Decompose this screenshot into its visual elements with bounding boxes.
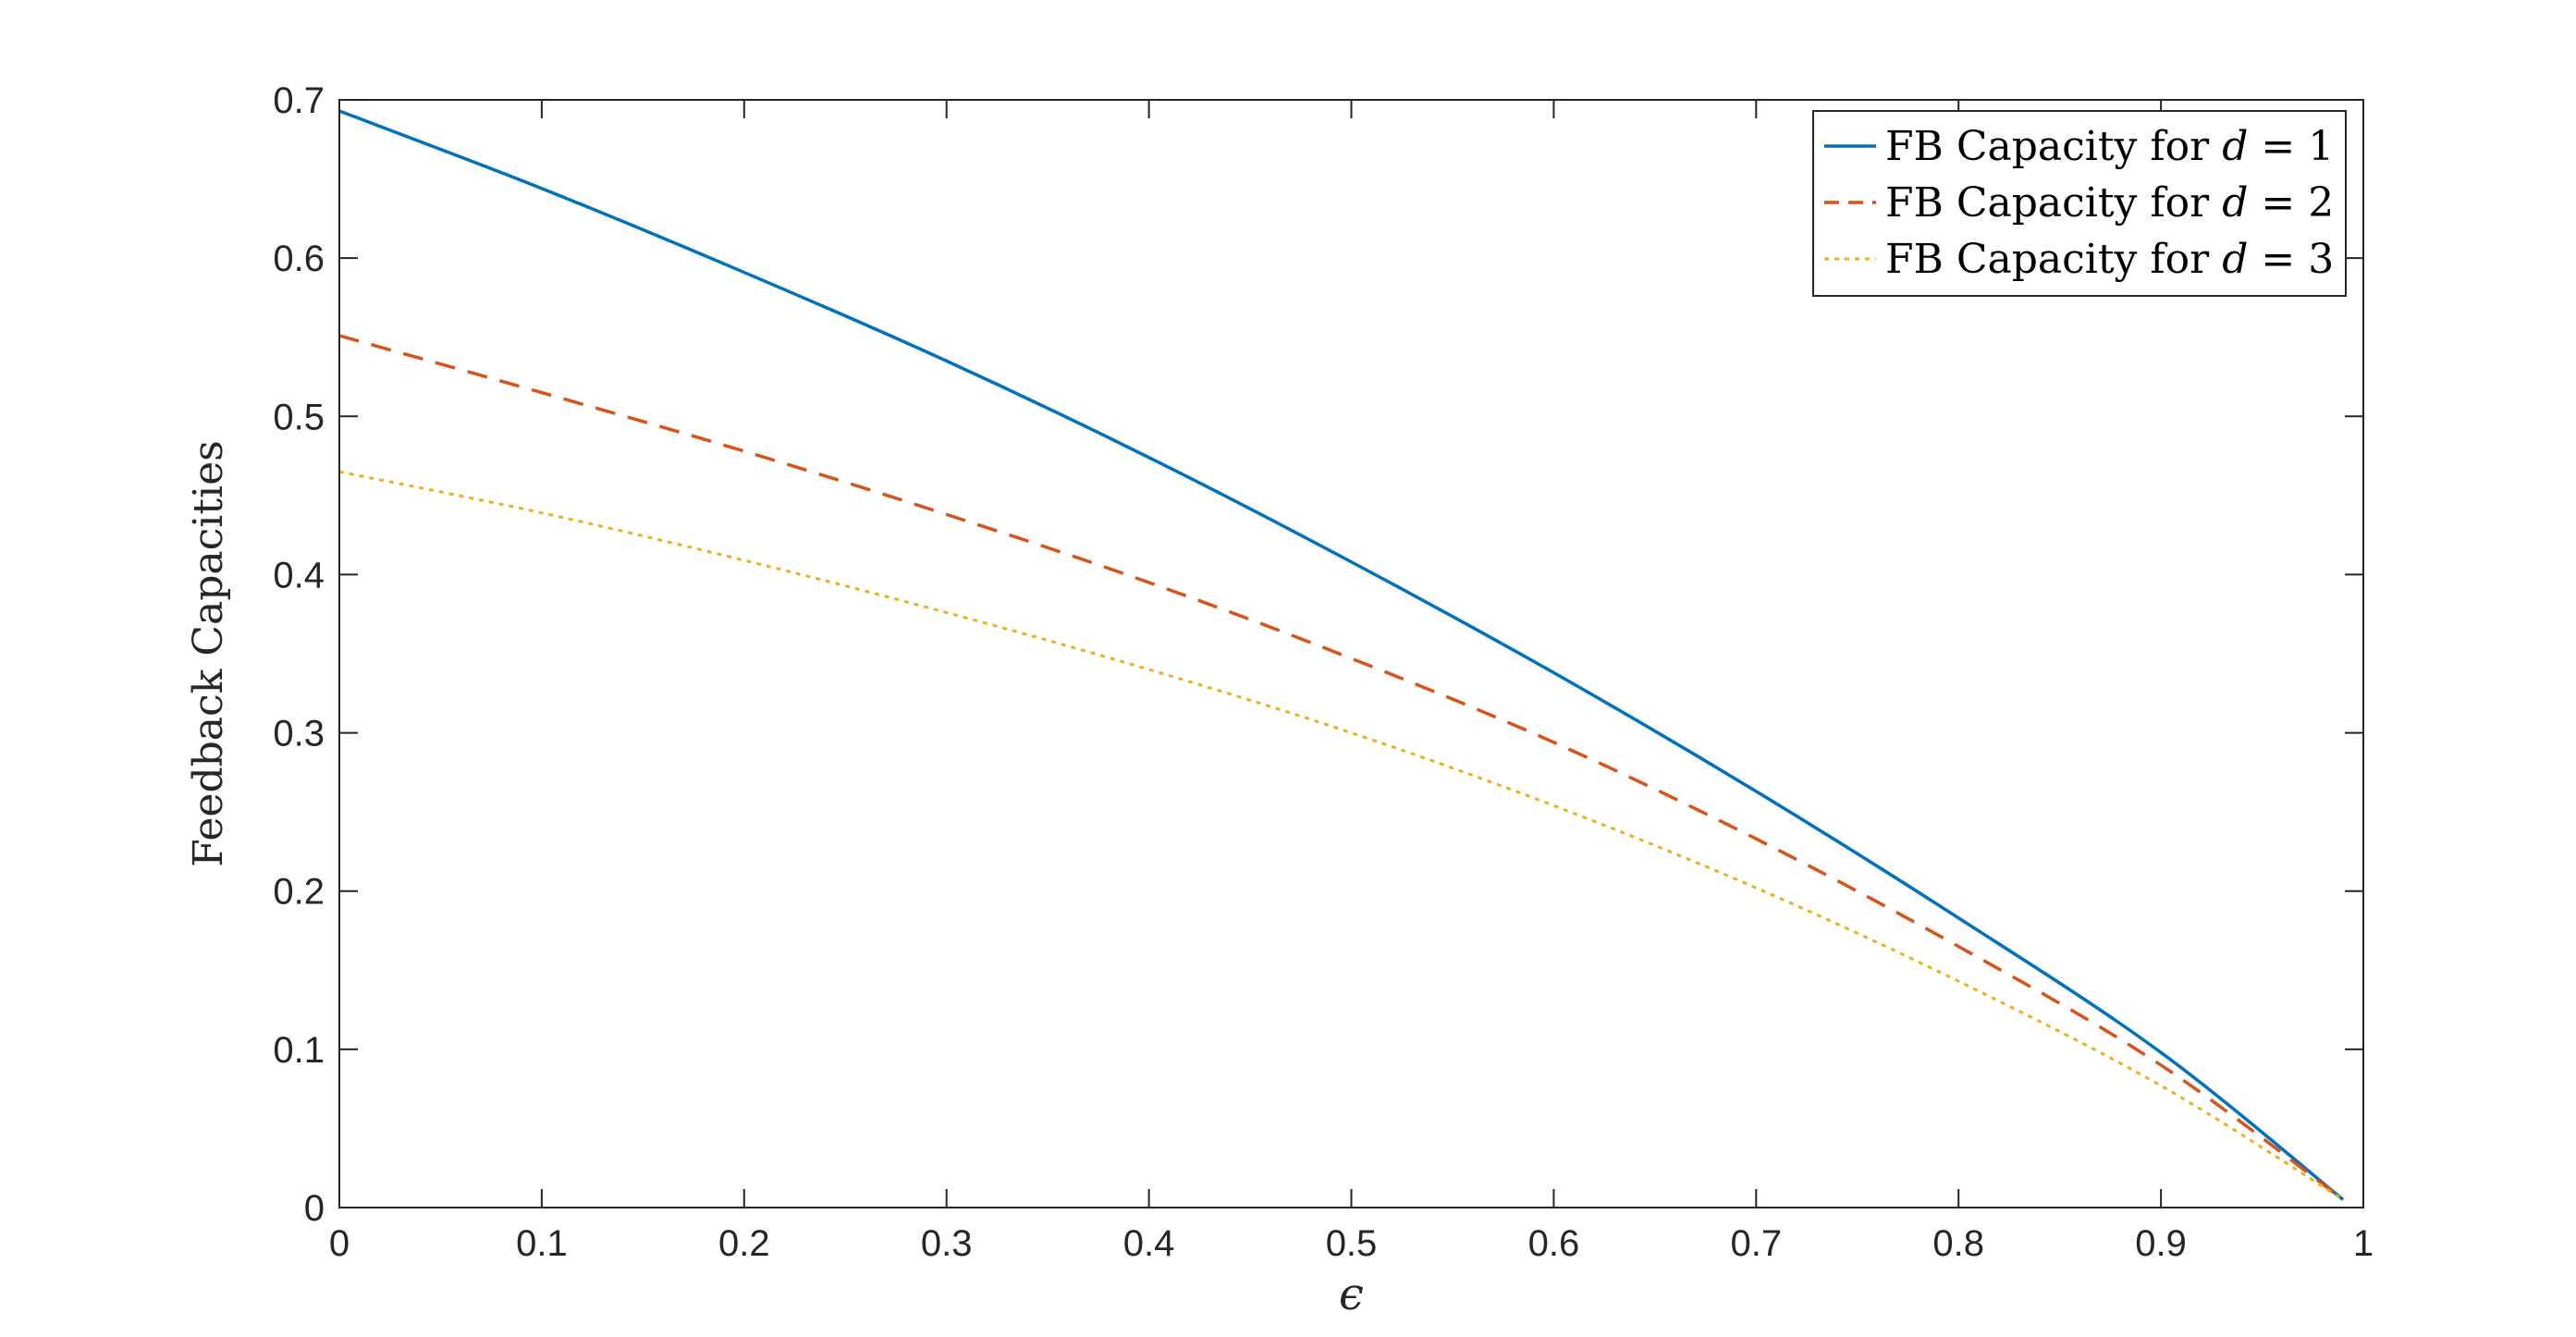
- y-tick-label: 0.3: [273, 714, 325, 754]
- legend-label-value: 1: [2308, 123, 2334, 170]
- legend-label-var: d: [2222, 123, 2248, 170]
- legend-label-var: d: [2222, 236, 2248, 283]
- y-axis-title: Feedback Capacities: [185, 440, 232, 866]
- x-tick-label: 0.1: [516, 1223, 568, 1264]
- y-tick-labels: 0 0.1 0.2 0.3 0.4 0.5 0.6 0.7: [273, 80, 325, 1229]
- x-tick-label: 0.6: [1528, 1223, 1580, 1264]
- legend-label-rel: =: [2248, 179, 2308, 227]
- y-tick-label: 0.6: [273, 239, 325, 279]
- series-line-d2: [338, 334, 2345, 1201]
- plot-frame: [338, 99, 2364, 1208]
- legend-label-prefix: FB Capacity for: [1885, 179, 2222, 227]
- x-tick-label: 0.3: [921, 1223, 973, 1264]
- legend-label-value: 2: [2308, 179, 2334, 227]
- y-tick-label: 0.1: [273, 1030, 325, 1071]
- x-tick-label: 0: [329, 1223, 350, 1264]
- y-tick-label: 0.2: [273, 872, 325, 913]
- x-tick-label: 0.9: [2135, 1223, 2187, 1264]
- series-line-d1: [338, 109, 2345, 1201]
- plot-lines: [338, 109, 2345, 1201]
- x-tick-labels: 0 0.1 0.2 0.3 0.4 0.5 0.6 0.7 0.8 0.9 1: [329, 1223, 2374, 1264]
- legend-label-d3: FB Capacity for d = 3: [1885, 236, 2334, 283]
- x-tick-label: 0.2: [718, 1223, 770, 1264]
- legend-label-value: 3: [2308, 236, 2334, 283]
- legend-label-prefix: FB Capacity for: [1885, 236, 2222, 283]
- legend-entries: FB Capacity for d = 1FB Capacity for d =…: [1824, 123, 2334, 283]
- x-tick-label: 0.8: [1932, 1223, 1984, 1264]
- legend: FB Capacity for d = 1FB Capacity for d =…: [1812, 110, 2347, 297]
- y-tick-label: 0.5: [273, 397, 325, 437]
- y-tick-label: 0.4: [273, 555, 325, 595]
- legend-label-rel: =: [2248, 236, 2308, 283]
- x-tick-label: 0.7: [1730, 1223, 1782, 1264]
- x-tick-label: 0.5: [1326, 1223, 1378, 1264]
- x-tick-label: 1: [2353, 1223, 2374, 1264]
- legend-label-d1: FB Capacity for d = 1: [1885, 123, 2334, 170]
- y-tick-label: 0.7: [273, 80, 325, 121]
- x-axis-title: ϵ: [1339, 1269, 1364, 1320]
- legend-label-var: d: [2222, 179, 2248, 227]
- legend-label-rel: =: [2248, 123, 2308, 170]
- y-tick-label: 0: [304, 1188, 325, 1229]
- legend-box: [1812, 110, 2347, 297]
- x-tick-label: 0.4: [1123, 1223, 1175, 1264]
- series-line-d3: [338, 470, 2344, 1201]
- legend-label-prefix: FB Capacity for: [1885, 123, 2222, 170]
- legend-label-d2: FB Capacity for d = 2: [1885, 179, 2334, 227]
